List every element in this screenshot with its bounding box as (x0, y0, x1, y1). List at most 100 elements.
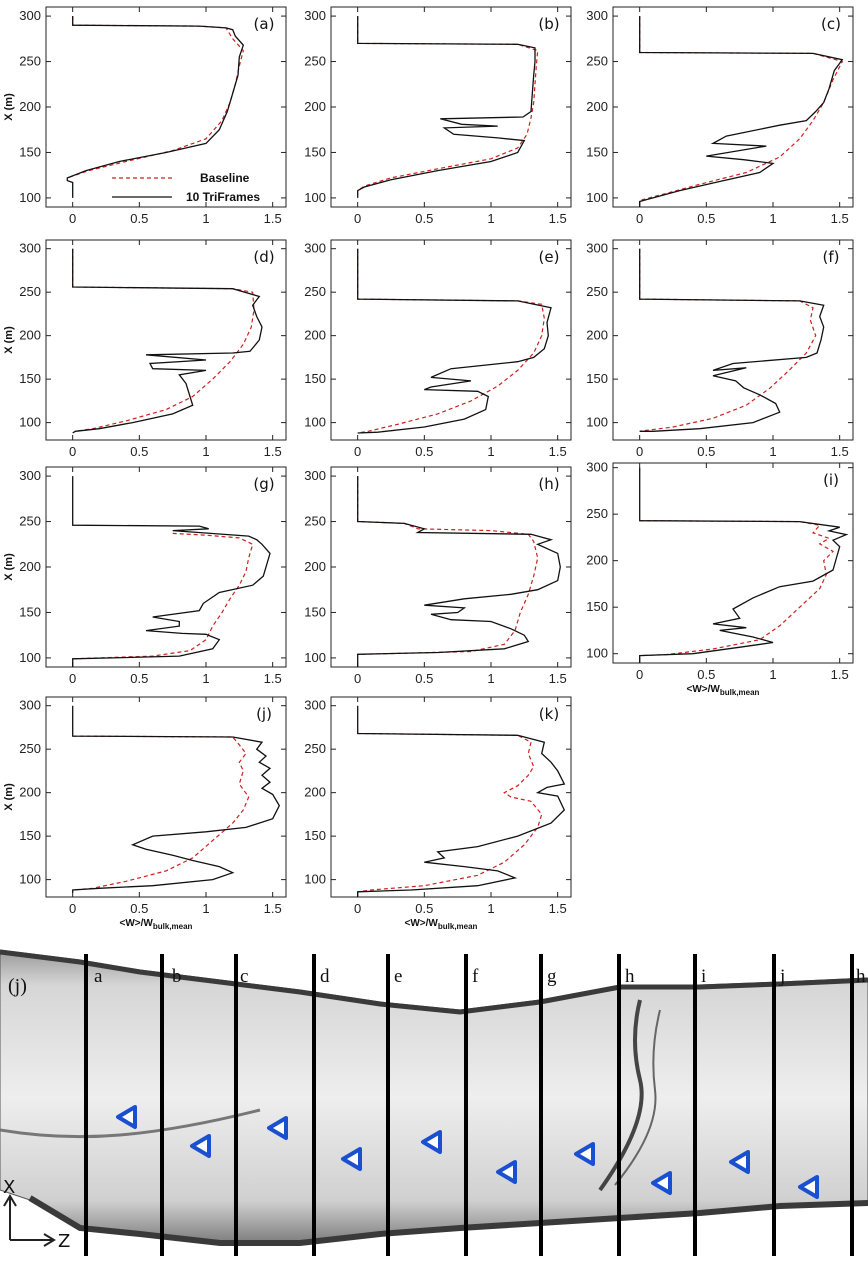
x-tick-label: 1.5 (831, 667, 849, 682)
x-tick-label: 0.5 (415, 211, 433, 226)
x-axis-label: <W>/Wbulk,mean (687, 684, 760, 697)
x-tick-label: 1.5 (831, 444, 849, 459)
bathymetry-panel: a b c d e f g h i j h (j) X Z (0, 949, 868, 1256)
x-tick-label: 0 (636, 444, 643, 459)
baseline-series-line (357, 16, 539, 192)
baseline-series-line (72, 735, 250, 891)
plot-frame (45, 696, 287, 898)
x-tick-label: 0 (636, 211, 643, 226)
axis-arrows: X Z (3, 1177, 70, 1252)
x-axis-label-sub: bulk,mean (720, 688, 760, 697)
y-tick-label: 300 (19, 241, 41, 256)
section-label-b: b (172, 966, 182, 987)
triframes-series-line (357, 705, 566, 897)
y-tick-label: 300 (304, 468, 326, 483)
y-axis-label: X (m) (3, 783, 15, 811)
x-axis-label: <W>/Wbulk,mean (405, 918, 478, 931)
chart-panel-3: 100 150 200 250 300 0 0.5 1 1.5 (c) (586, 6, 854, 226)
triframe-markers (116, 1105, 819, 1199)
x-tick-label: 1.5 (264, 444, 282, 459)
x-axis-label-sub: bulk,mean (438, 922, 478, 931)
plot-frame (330, 6, 572, 208)
x-tick-label: 1 (769, 667, 776, 682)
x-tick-label: 1 (202, 671, 209, 686)
y-tick-label: 250 (304, 741, 326, 756)
y-tick-label: 250 (304, 284, 326, 299)
y-tick-label: 250 (304, 54, 326, 69)
x-tick-label: 1.5 (549, 444, 567, 459)
y-tick-label: 300 (304, 241, 326, 256)
axis-x-label: X (3, 1177, 15, 1198)
y-tick-label: 200 (304, 785, 326, 800)
y-tick-label: 150 (586, 599, 608, 614)
x-tick-label: 0 (636, 667, 643, 682)
y-tick-label: 250 (304, 514, 326, 529)
triframes-series-line (357, 16, 536, 198)
y-tick-label: 250 (586, 54, 608, 69)
y-tick-label: 300 (19, 8, 41, 23)
x-tick-label: 1 (202, 901, 209, 916)
triframes-series-line (72, 248, 263, 434)
riverbed-top-edge (0, 949, 868, 1015)
x-tick-label: 0.5 (130, 444, 148, 459)
triframes-series-line (66, 16, 245, 198)
chart-panel-2: 100 150 200 250 300 0 0.5 1 1.5 (b) (304, 6, 572, 226)
riverbed-ridge-2 (614, 1009, 661, 1186)
y-tick-label: 150 (19, 604, 41, 619)
triframe-marker (798, 1175, 819, 1199)
y-tick-label: 200 (19, 559, 41, 574)
plot-frame (330, 696, 572, 898)
panel-label: (d) (253, 248, 274, 266)
panel-label: (e) (539, 248, 560, 266)
y-tick-label: 150 (304, 604, 326, 619)
panel-label: (b) (538, 15, 559, 33)
section-label-g: g (547, 966, 557, 987)
x-tick-label: 0 (69, 671, 76, 686)
x-tick-label: 1 (202, 444, 209, 459)
chart-panel-10: 100 150 200 250 300 0 0.5 1 1.5 X (m) <W>/Wbulk,me… (3, 696, 287, 931)
legend-baseline-label: Baseline (200, 171, 250, 185)
y-tick-label: 150 (586, 371, 608, 386)
x-axis-label: <W>/Wbulk,mean (120, 918, 193, 931)
y-tick-label: 200 (19, 328, 41, 343)
y-tick-label: 150 (304, 371, 326, 386)
y-tick-label: 200 (586, 328, 608, 343)
legend: Baseline 10 TriFrames (112, 171, 260, 204)
triframe-marker (729, 1150, 750, 1174)
panel-label: (k) (539, 705, 559, 723)
plot-frame (612, 6, 854, 208)
y-tick-label: 200 (19, 99, 41, 114)
y-tick-label: 250 (19, 54, 41, 69)
triframe-marker (190, 1134, 211, 1158)
y-tick-label: 200 (304, 99, 326, 114)
x-tick-label: 1 (769, 211, 776, 226)
triframes-series-line (639, 16, 844, 207)
y-tick-label: 100 (586, 646, 608, 661)
triframes-series-line (639, 467, 849, 663)
baseline-series-line (357, 732, 543, 893)
y-tick-label: 150 (304, 828, 326, 843)
x-tick-label: 0 (354, 211, 361, 226)
plot-frame (612, 239, 854, 441)
x-tick-label: 0.5 (130, 901, 148, 916)
y-tick-label: 150 (19, 828, 41, 843)
y-tick-label: 150 (19, 371, 41, 386)
x-tick-label: 0 (354, 444, 361, 459)
plot-frame (45, 6, 287, 208)
plot-frame (330, 466, 572, 668)
triframe-marker (116, 1105, 137, 1129)
y-tick-label: 200 (304, 328, 326, 343)
y-tick-label: 250 (19, 741, 41, 756)
riverbed-bank (0, 1108, 261, 1139)
x-tick-label: 1.5 (264, 901, 282, 916)
section-label-a: a (94, 966, 103, 987)
y-tick-label: 150 (19, 144, 41, 159)
plot-frame (330, 239, 572, 441)
y-tick-label: 250 (19, 514, 41, 529)
y-axis-label: X (m) (3, 93, 15, 121)
y-tick-label: 250 (586, 506, 608, 521)
x-tick-label: 1.5 (549, 211, 567, 226)
y-tick-label: 100 (19, 415, 41, 430)
section-label-i: i (701, 966, 706, 987)
x-tick-label: 0.5 (130, 671, 148, 686)
